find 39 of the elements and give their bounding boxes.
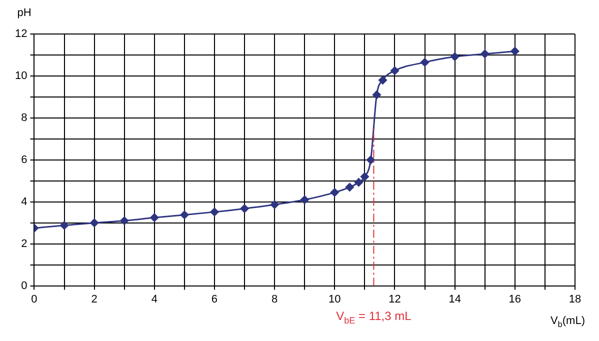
x-tick-label: 10 xyxy=(328,293,341,306)
point xyxy=(390,66,399,75)
y-tick-label: 6 xyxy=(21,154,28,166)
x-tick-label: 14 xyxy=(448,293,461,306)
y-axis-title: pH xyxy=(17,7,32,19)
y-tick-label: 10 xyxy=(14,70,28,82)
point xyxy=(180,210,189,220)
y-tick-label: 4 xyxy=(21,196,28,208)
x-tick-label: 2 xyxy=(91,293,98,306)
point xyxy=(480,50,490,58)
point xyxy=(330,188,339,197)
point xyxy=(372,90,381,100)
point xyxy=(360,172,369,181)
x-tick-label: 12 xyxy=(388,293,401,306)
y-tick-label: 0 xyxy=(21,280,28,292)
point xyxy=(366,156,375,164)
point xyxy=(150,213,159,222)
x-tick-label: 4 xyxy=(151,293,158,306)
x-tick-label: 8 xyxy=(272,293,278,306)
x-tick-label: 6 xyxy=(211,293,218,306)
point xyxy=(210,208,219,216)
point xyxy=(60,221,69,230)
point xyxy=(300,196,309,204)
point xyxy=(354,178,363,187)
point xyxy=(120,216,129,225)
point xyxy=(378,76,387,84)
point xyxy=(510,46,520,56)
y-tick-label: 2 xyxy=(21,238,28,250)
x-tick-label: 0 xyxy=(31,293,38,306)
point xyxy=(90,218,99,228)
x-tick-label: 18 xyxy=(568,293,582,306)
x-tick-label: 16 xyxy=(508,293,522,306)
point xyxy=(345,182,354,192)
point xyxy=(420,58,430,67)
y-tick-label: 12 xyxy=(14,28,28,40)
point xyxy=(240,204,249,213)
point xyxy=(270,200,279,209)
y-tick-label: 8 xyxy=(21,112,28,124)
point xyxy=(450,52,460,61)
